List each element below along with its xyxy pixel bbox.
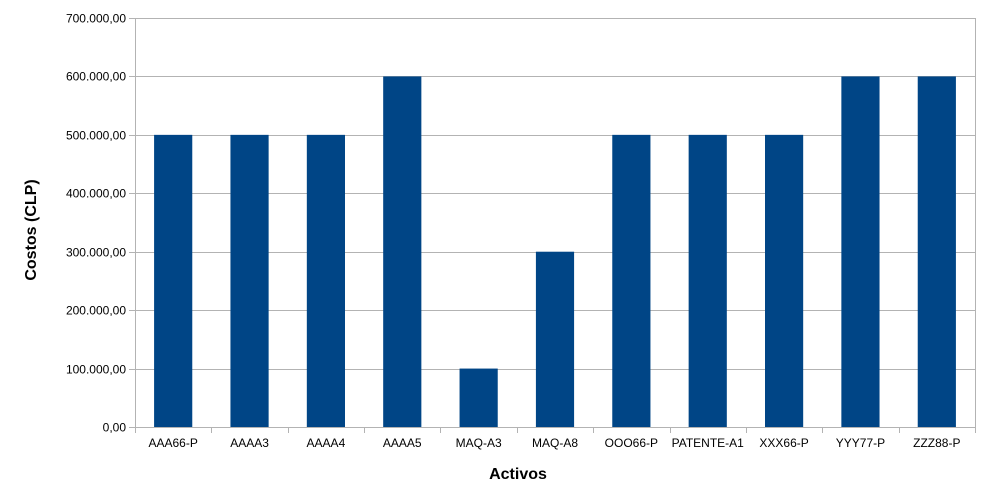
x-tick-label: ZZZ88-P	[913, 436, 960, 450]
y-tick-label: 500.000,00	[66, 129, 126, 143]
x-tick-label: OOO66-P	[605, 436, 658, 450]
y-tick-label: 0,00	[103, 421, 127, 435]
bars	[154, 76, 956, 428]
bar-yyy77-p	[841, 76, 880, 428]
x-tick-label: MAQ-A3	[456, 436, 502, 450]
bar-maq-a8	[535, 251, 575, 427]
y-tick-labels: 0,00 100.000,00 200.000,00 300.000,00 400.00…	[66, 12, 126, 435]
y-tick-label: 600.000,00	[66, 70, 126, 84]
x-tick-label: AAAA3	[230, 436, 269, 450]
x-tick-label: YYY77-P	[836, 436, 885, 450]
bar-zzz88-p	[917, 76, 956, 428]
bar-aaaa3	[230, 134, 269, 428]
y-tick-label: 700.000,00	[66, 12, 126, 26]
axes	[129, 18, 976, 433]
x-tick-label: XXX66-P	[759, 436, 808, 450]
x-tick-label: PATENTE-A1	[672, 436, 745, 450]
x-tick-labels: AAA66-P AAAA3 AAAA4 AAAA5 MAQ-A3 MAQ-A8 OOO66-…	[149, 436, 961, 450]
bar-aaa66-p	[154, 134, 193, 428]
x-tick-label: MAQ-A8	[532, 436, 578, 450]
x-tick-label: AAA66-P	[149, 436, 198, 450]
bar-maq-a3	[459, 368, 498, 427]
bar-ooo66-p	[612, 134, 651, 428]
y-tick-label: 400.000,00	[66, 187, 126, 201]
x-axis-title: Activos	[489, 466, 547, 483]
y-tick-label: 100.000,00	[66, 363, 126, 377]
bar-aaaa5	[383, 76, 422, 428]
x-tick-label: AAAA5	[383, 436, 422, 450]
y-tick-label: 200.000,00	[66, 304, 126, 318]
bar-xxx66-p	[765, 134, 804, 428]
bar-aaaa4	[306, 134, 345, 428]
bar-patente-a1	[688, 134, 727, 428]
x-tick-label: AAAA4	[307, 436, 346, 450]
y-axis-title: Costos (CLP)	[23, 179, 40, 280]
y-tick-label: 300.000,00	[66, 246, 126, 260]
